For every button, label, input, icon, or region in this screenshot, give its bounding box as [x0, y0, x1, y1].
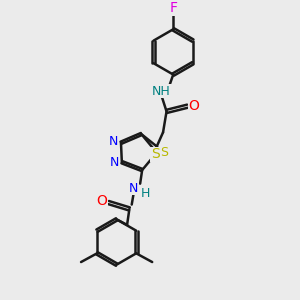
Text: S: S [160, 146, 168, 159]
Text: O: O [97, 194, 108, 208]
Text: F: F [170, 2, 178, 15]
Text: O: O [188, 99, 199, 112]
Text: S: S [151, 147, 160, 161]
Text: NH: NH [152, 85, 171, 98]
Text: H: H [140, 187, 150, 200]
Text: N: N [110, 156, 119, 169]
Text: N: N [109, 135, 118, 148]
Text: N: N [129, 182, 138, 194]
